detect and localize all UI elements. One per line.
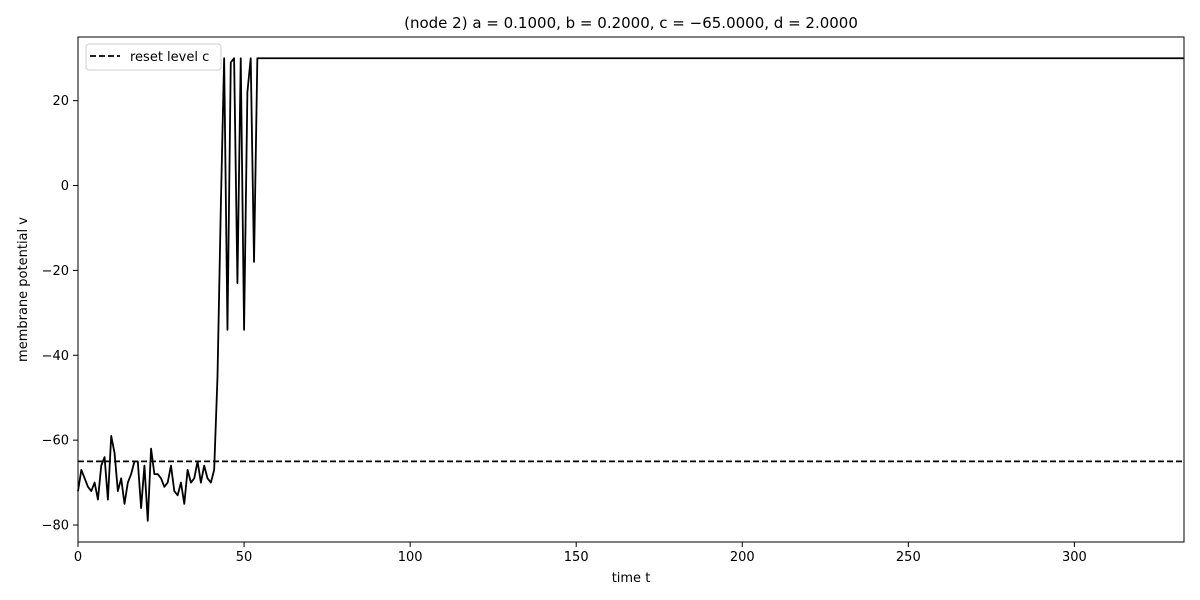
x-tick-label: 100 bbox=[398, 550, 423, 565]
x-tick-label: 200 bbox=[730, 550, 755, 565]
plot-area bbox=[77, 36, 1185, 543]
x-tick-label: 250 bbox=[896, 550, 921, 565]
x-tick-label: 50 bbox=[236, 550, 253, 565]
y-tick-label: 20 bbox=[52, 94, 69, 109]
y-tick-label: −80 bbox=[42, 519, 69, 534]
x-axis-ticks: 0 50 100 150 200 250 300 bbox=[74, 542, 1087, 565]
membrane-potential-line bbox=[77, 57, 1184, 522]
legend: reset level c bbox=[85, 43, 222, 71]
chart-title: (node 2) a = 0.1000, b = 0.2000, c = −65… bbox=[404, 14, 858, 32]
x-tick-label: 300 bbox=[1062, 550, 1087, 565]
y-tick-label: 0 bbox=[61, 179, 69, 194]
x-axis-label: time t bbox=[612, 571, 651, 586]
x-tick-label: 0 bbox=[74, 550, 82, 565]
legend-label-reset-level: reset level c bbox=[130, 50, 209, 65]
y-tick-label: −60 bbox=[42, 434, 69, 449]
y-axis-label: membrane potential v bbox=[16, 217, 31, 362]
y-tick-label: −20 bbox=[42, 264, 69, 279]
axes-frame bbox=[77, 36, 1185, 543]
legend-box bbox=[85, 43, 222, 71]
y-tick-label: −40 bbox=[42, 349, 69, 364]
x-tick-label: 150 bbox=[564, 550, 589, 565]
axes-background bbox=[78, 37, 1184, 542]
series-layer bbox=[77, 57, 1184, 522]
y-axis-ticks: −80 −60 −40 −20 0 20 bbox=[42, 94, 78, 534]
